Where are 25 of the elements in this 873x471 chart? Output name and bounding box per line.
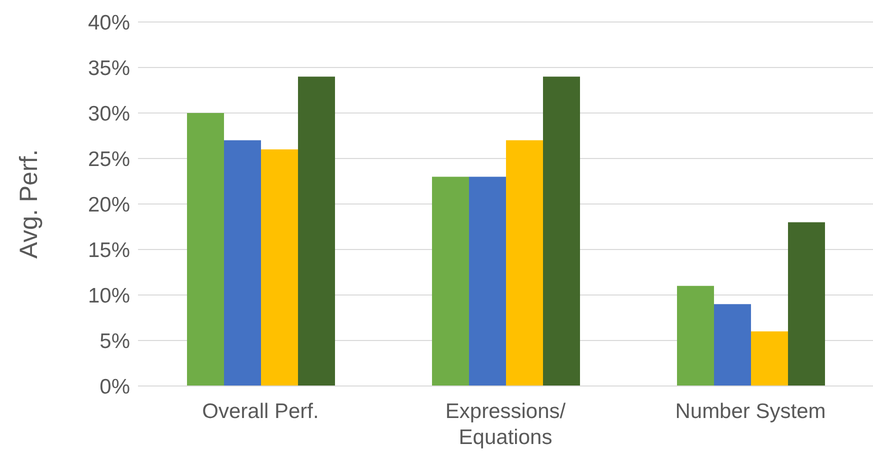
y-tick-label: 25% — [88, 148, 130, 171]
y-tick-label: 5% — [100, 330, 130, 353]
y-tick-label: 20% — [88, 193, 130, 216]
bar — [751, 331, 788, 386]
bar — [714, 304, 751, 386]
y-tick-label: 0% — [100, 375, 130, 398]
y-axis-title: Avg. Perf. — [14, 149, 43, 259]
bar — [298, 76, 335, 386]
bar — [788, 222, 825, 386]
y-tick-label: 35% — [88, 56, 130, 80]
bar — [469, 176, 506, 386]
y-tick-label: 30% — [88, 102, 130, 126]
x-tick-label: Expressions/ Equations — [445, 400, 566, 449]
x-tick-label: Number System — [675, 400, 826, 423]
bar — [432, 176, 469, 386]
y-tick-label: 15% — [88, 238, 130, 262]
bar — [677, 286, 714, 386]
bar — [506, 140, 543, 386]
x-tick-label: Overall Perf. — [202, 400, 319, 423]
y-tick-label: 40% — [88, 11, 130, 34]
y-tick-label: 10% — [88, 284, 130, 308]
bar — [224, 140, 261, 386]
bar — [261, 149, 298, 386]
bar — [543, 76, 580, 386]
bar — [187, 113, 224, 386]
